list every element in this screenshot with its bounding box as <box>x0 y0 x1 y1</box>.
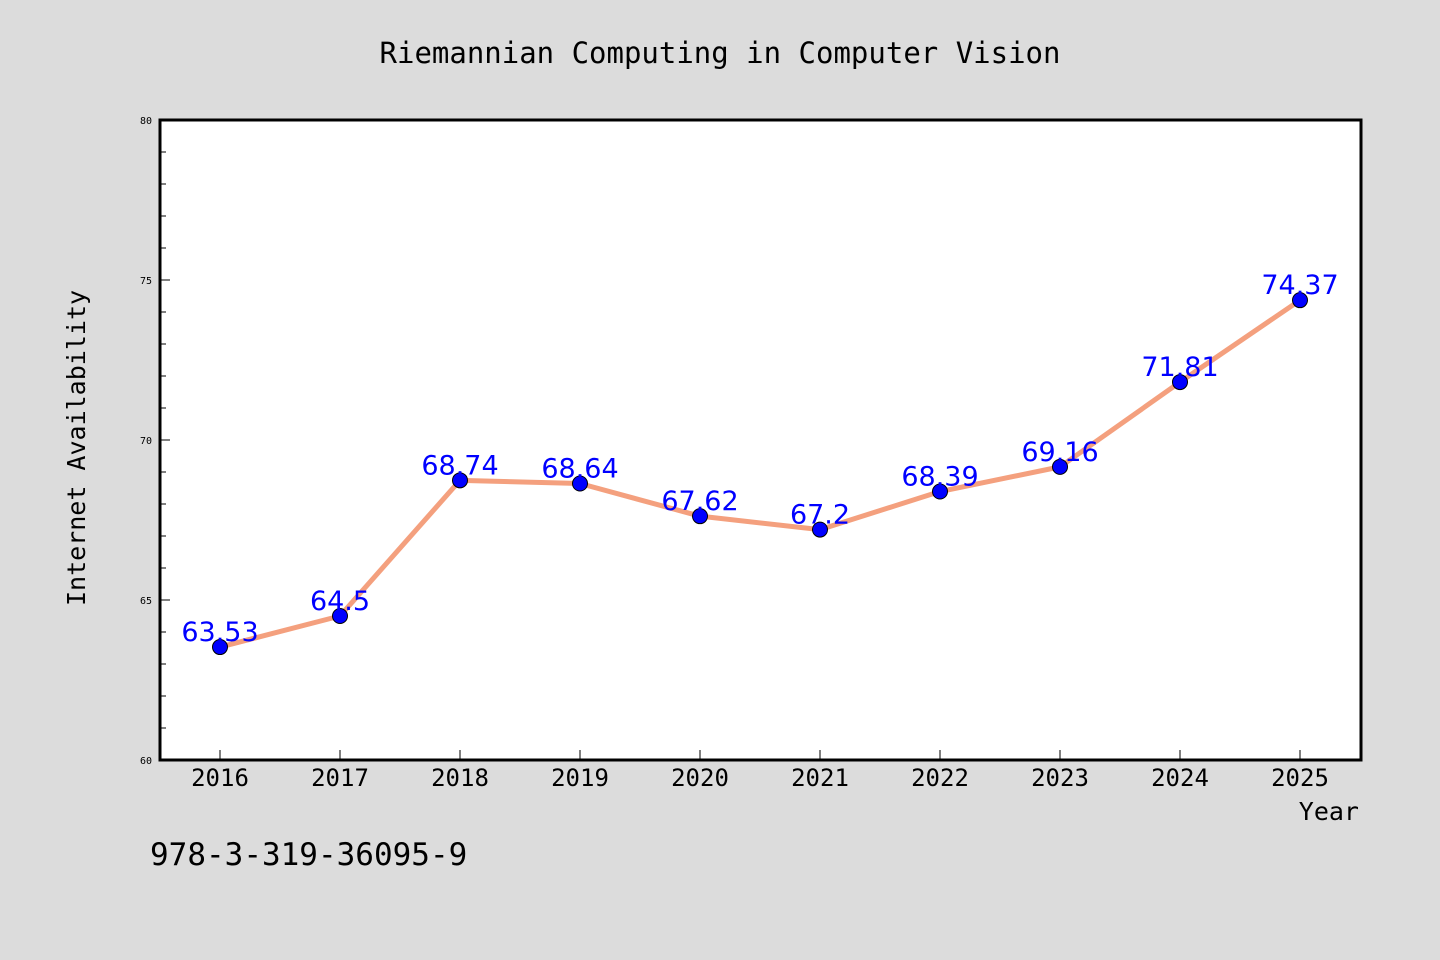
data-point <box>1052 458 1068 475</box>
data-label: 67.2 <box>790 500 850 531</box>
data-points-layer <box>212 292 1308 656</box>
data-label: 68.39 <box>901 462 978 493</box>
data-point <box>332 608 348 624</box>
x-tick-label: 2023 <box>1031 764 1089 792</box>
data-label: 68.64 <box>541 454 618 485</box>
series-line-layer <box>217 297 1303 650</box>
data-label: 63.53 <box>181 617 258 648</box>
x-axis-label: Year <box>1299 797 1359 826</box>
data-point <box>452 472 468 489</box>
plot-area <box>160 120 1361 760</box>
y-tick-label: 70 <box>140 436 152 447</box>
footnote-isbn: 978-3-319-36095-9 <box>150 837 467 873</box>
y-tick-label: 65 <box>140 596 152 607</box>
data-point <box>212 639 228 656</box>
x-tick-label: 2018 <box>431 764 489 792</box>
data-point <box>812 521 828 538</box>
x-tick-label: 2024 <box>1151 764 1209 792</box>
y-axis-label: Internet Availability <box>62 290 91 606</box>
x-tick-label: 2020 <box>671 764 729 792</box>
data-labels-layer: 63.53 64.5 68.74 68.64 67.62 67.2 68.39 69.16 71… <box>181 270 1338 648</box>
data-label: 64.5 <box>310 586 370 617</box>
data-point <box>1292 292 1308 309</box>
data-label: 67.62 <box>661 486 738 517</box>
x-tick-label: 2019 <box>551 764 609 792</box>
data-point <box>692 508 708 525</box>
data-point <box>1172 374 1188 391</box>
data-label: 71.81 <box>1141 352 1218 383</box>
x-tick-label: 2022 <box>911 764 969 792</box>
x-tick-label: 2017 <box>311 764 369 792</box>
plot-frame <box>158 118 1363 762</box>
data-point <box>932 483 948 500</box>
data-point <box>572 475 588 492</box>
chart-title: Riemannian Computing in Computer Vision <box>380 36 1061 70</box>
y-tick-label: 80 <box>140 116 152 127</box>
data-label: 68.74 <box>421 450 498 481</box>
y-tick-label: 75 <box>140 276 152 287</box>
series-line <box>217 297 1303 650</box>
data-label: 74.37 <box>1261 270 1338 301</box>
data-label: 69.16 <box>1021 437 1098 468</box>
axis-ticks: 60 65 70 75 80 2016 2017 2018 2019 2020 2021 2022 20… <box>140 116 1329 792</box>
x-tick-label: 2016 <box>191 764 249 792</box>
x-tick-label: 2025 <box>1271 764 1329 792</box>
y-tick-label: 60 <box>140 756 152 767</box>
x-tick-label: 2021 <box>791 764 849 792</box>
